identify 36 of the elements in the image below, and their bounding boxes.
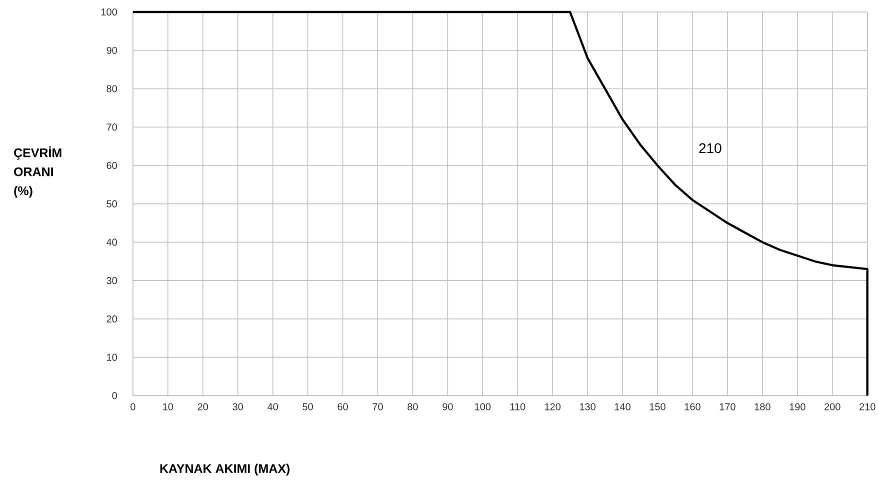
x-tick-label: 120: [545, 403, 561, 410]
x-tick-label: 170: [720, 403, 736, 410]
y-tick-label: 70: [106, 124, 117, 131]
y-tick-label: 20: [106, 316, 117, 323]
y-axis-title: ÇEVRİM ORANI (%): [14, 146, 62, 198]
x-tick-label: 140: [614, 403, 630, 410]
x-tick-label: 50: [302, 403, 313, 410]
y-tick-label: 30: [106, 277, 117, 284]
x-tick-label: 130: [580, 403, 596, 410]
x-tick-label: 40: [267, 403, 278, 410]
x-tick-label: 100: [475, 403, 491, 410]
x-tick-label: 80: [408, 403, 418, 410]
x-tick-label: 200: [824, 403, 840, 410]
y-tick-label: 80: [106, 85, 117, 92]
y-tick-label: 100: [101, 8, 117, 16]
x-tick-label: 150: [650, 403, 666, 410]
y-tick-label: 90: [106, 47, 117, 54]
annotation: 210: [699, 143, 722, 154]
x-tick-label: 0: [130, 403, 136, 410]
x-tick-label: 110: [510, 403, 526, 410]
y-tick-label: 0: [112, 392, 117, 400]
y-tick-label: 50: [106, 200, 117, 208]
x-tick-label: 190: [790, 403, 806, 410]
x-tick-label: 20: [198, 403, 208, 410]
x-tick-label: 210: [860, 403, 876, 410]
x-tick-label: 90: [442, 403, 453, 410]
y-tick-label: 60: [106, 162, 117, 170]
x-tick-label: 60: [338, 403, 348, 410]
x-tick-label: 70: [372, 403, 383, 410]
x-tick-label: 180: [754, 403, 770, 410]
x-tick-label: 30: [232, 403, 243, 410]
x-tick-label: 10: [163, 403, 174, 410]
y-tick-label: 40: [106, 238, 117, 246]
x-axis-title: KAYNAK AKIMI (MAX): [160, 464, 290, 476]
x-tick-label: 160: [684, 403, 700, 410]
y-tick-label: 10: [107, 354, 117, 362]
